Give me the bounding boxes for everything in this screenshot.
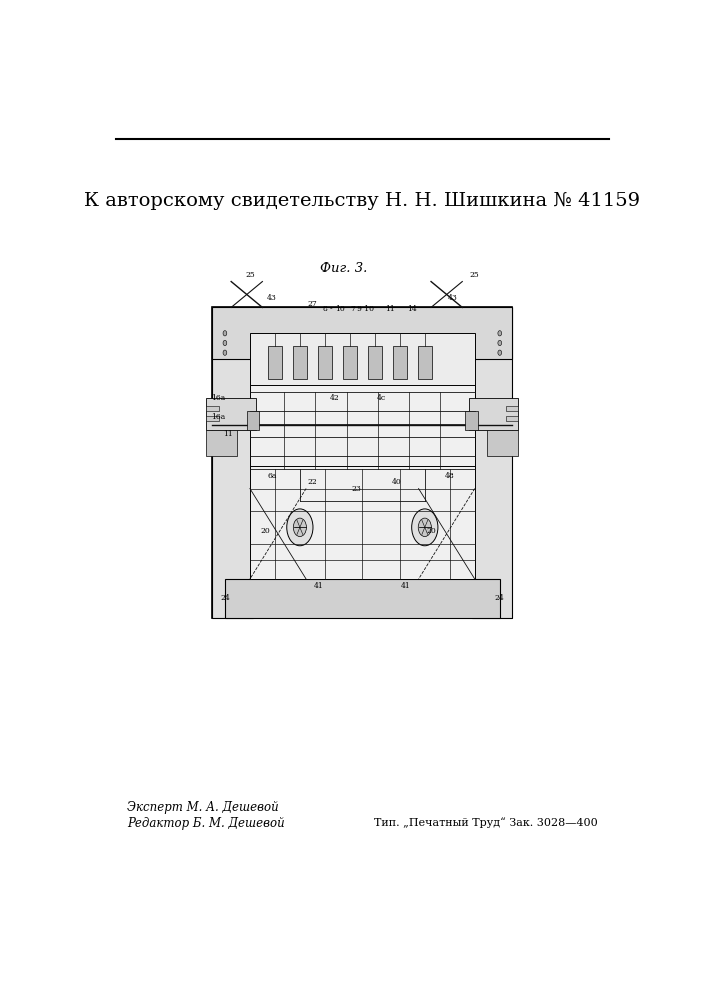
- Bar: [250, 333, 475, 392]
- Bar: [293, 346, 307, 379]
- Text: 10: 10: [336, 305, 345, 313]
- Bar: [206, 416, 218, 421]
- Circle shape: [293, 518, 306, 537]
- Text: 22: 22: [308, 478, 317, 486]
- Text: 43: 43: [267, 294, 276, 302]
- Bar: [247, 411, 259, 430]
- Bar: [506, 406, 518, 411]
- Text: 48: 48: [445, 472, 455, 480]
- Bar: [206, 430, 238, 456]
- Circle shape: [498, 331, 502, 336]
- Bar: [393, 346, 407, 379]
- Bar: [506, 416, 518, 421]
- Bar: [268, 346, 282, 379]
- Text: К авторскому свидетельству Н. Н. Шишкина № 41159: К авторскому свидетельству Н. Н. Шишкина…: [84, 192, 641, 210]
- Circle shape: [223, 331, 227, 336]
- Circle shape: [287, 509, 313, 546]
- Text: 7: 7: [351, 305, 356, 313]
- Text: 4c: 4c: [377, 394, 385, 402]
- Text: 25: 25: [470, 271, 479, 279]
- Text: -: -: [329, 305, 332, 313]
- Text: 6a: 6a: [267, 472, 276, 480]
- Bar: [465, 411, 478, 430]
- Bar: [206, 406, 218, 411]
- Bar: [225, 579, 500, 618]
- Bar: [250, 466, 475, 579]
- Bar: [318, 346, 332, 379]
- Text: 24: 24: [220, 594, 230, 602]
- Text: 9 10: 9 10: [357, 305, 374, 313]
- Bar: [212, 307, 513, 359]
- Text: Эксперт М. А. Дешевой: Эксперт М. А. Дешевой: [127, 801, 279, 814]
- Text: Редактор Б. М. Дешевой: Редактор Б. М. Дешевой: [127, 817, 284, 830]
- Bar: [368, 346, 382, 379]
- Circle shape: [498, 340, 502, 346]
- Text: 16a: 16a: [211, 413, 226, 421]
- Text: 11: 11: [385, 305, 395, 313]
- Text: 27: 27: [308, 300, 317, 308]
- Text: 25: 25: [245, 271, 255, 279]
- Circle shape: [411, 509, 438, 546]
- Circle shape: [223, 350, 227, 355]
- Bar: [212, 307, 253, 618]
- Text: 8: 8: [322, 305, 327, 313]
- Text: Фиг. 3.: Фиг. 3.: [320, 262, 367, 275]
- Bar: [343, 346, 357, 379]
- Text: 24: 24: [495, 594, 505, 602]
- Circle shape: [223, 340, 227, 346]
- Bar: [472, 307, 513, 618]
- Circle shape: [498, 350, 502, 355]
- Bar: [487, 430, 518, 456]
- Text: 41: 41: [314, 582, 324, 590]
- Text: 23: 23: [351, 485, 361, 493]
- Text: Тип. „Печатный Труд“ Зак. 3028—400: Тип. „Печатный Труд“ Зак. 3028—400: [374, 818, 598, 828]
- Bar: [469, 398, 518, 430]
- Text: 16a: 16a: [211, 394, 226, 402]
- Bar: [212, 307, 513, 618]
- Bar: [418, 346, 432, 379]
- Bar: [206, 398, 256, 430]
- Bar: [250, 385, 475, 469]
- Text: 41: 41: [401, 582, 411, 590]
- Text: 11: 11: [223, 430, 233, 438]
- Text: 43: 43: [448, 294, 458, 302]
- Text: 20: 20: [426, 527, 436, 535]
- Text: 42: 42: [329, 394, 339, 402]
- Text: 14: 14: [407, 305, 417, 313]
- Text: 40: 40: [392, 478, 402, 486]
- Text: 20: 20: [261, 527, 270, 535]
- Circle shape: [419, 518, 431, 537]
